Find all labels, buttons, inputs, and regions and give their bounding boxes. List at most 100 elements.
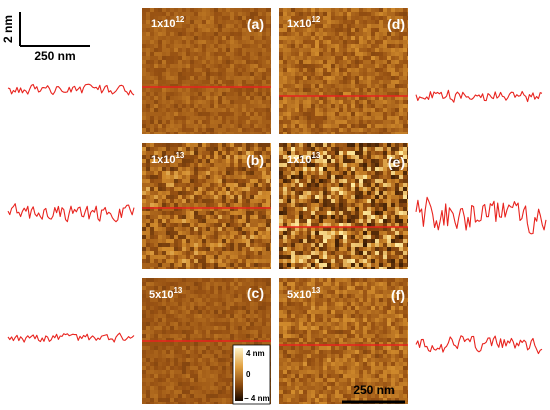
afm-pixel <box>250 294 254 298</box>
afm-pixel <box>194 374 198 378</box>
afm-pixel <box>190 159 194 163</box>
afm-pixel <box>190 219 194 223</box>
afm-pixel <box>182 378 186 382</box>
afm-pixel <box>250 306 254 310</box>
afm-pixel <box>242 32 246 36</box>
afm-pixel <box>279 60 283 64</box>
afm-pixel <box>343 159 347 163</box>
afm-pixel <box>379 40 383 44</box>
afm-pixel <box>395 167 399 171</box>
afm-pixel <box>254 342 258 346</box>
afm-pixel <box>194 207 198 211</box>
afm-pixel <box>258 334 262 338</box>
afm-pixel <box>162 191 166 195</box>
afm-pixel <box>250 28 254 32</box>
afm-pixel <box>202 175 206 179</box>
afm-pixel <box>202 390 206 394</box>
afm-pixel <box>202 36 206 40</box>
afm-pixel <box>303 76 307 80</box>
afm-pixel <box>379 195 383 199</box>
afm-pixel <box>162 100 166 104</box>
afm-pixel <box>226 60 230 64</box>
afm-pixel <box>371 76 375 80</box>
afm-pixel <box>226 24 230 28</box>
afm-pixel <box>210 16 214 20</box>
afm-pixel <box>327 171 331 175</box>
afm-pixel <box>186 354 190 358</box>
scale-bar-top-left: 2 nm 250 nm <box>1 12 90 63</box>
afm-pixel <box>399 96 403 100</box>
afm-pixel <box>287 92 291 96</box>
afm-pixel <box>367 112 371 116</box>
afm-pixel <box>242 48 246 52</box>
afm-pixel <box>150 128 154 132</box>
afm-pixel <box>395 16 399 20</box>
afm-pixel <box>347 215 351 219</box>
afm-pixel <box>351 96 355 100</box>
afm-pixel <box>387 36 391 40</box>
afm-pixel <box>166 278 170 282</box>
afm-pixel <box>222 243 226 247</box>
afm-pixel <box>387 171 391 175</box>
afm-pixel <box>367 151 371 155</box>
afm-pixel <box>407 183 408 187</box>
afm-pixel <box>170 386 174 390</box>
afm-pixel <box>335 231 339 235</box>
afm-pixel <box>250 255 254 259</box>
afm-pixel <box>347 183 351 187</box>
afm-pixel <box>351 32 355 36</box>
afm-pixel <box>403 32 407 36</box>
afm-pixel <box>407 159 408 163</box>
afm-pixel <box>214 247 218 251</box>
afm-pixel <box>363 40 367 44</box>
afm-pixel <box>359 195 363 199</box>
afm-pixel <box>359 124 363 128</box>
afm-pixel <box>339 96 343 100</box>
afm-pixel <box>142 108 146 112</box>
afm-pixel <box>226 163 230 167</box>
afm-pixel <box>222 64 226 68</box>
afm-pixel <box>258 32 262 36</box>
afm-pixel <box>250 132 254 134</box>
afm-pixel <box>287 52 291 56</box>
afm-pixel <box>311 32 315 36</box>
afm-pixel <box>178 116 182 120</box>
afm-pixel <box>158 60 162 64</box>
afm-pixel <box>383 219 387 223</box>
afm-pixel <box>230 120 234 124</box>
afm-pixel <box>194 398 198 402</box>
afm-pixel <box>371 151 375 155</box>
afm-pixel <box>162 207 166 211</box>
afm-pixel <box>142 56 146 60</box>
afm-pixel <box>343 207 347 211</box>
afm-pixel <box>391 72 395 76</box>
afm-pixel <box>194 402 198 404</box>
afm-pixel <box>230 116 234 120</box>
afm-pixel <box>186 179 190 183</box>
afm-pixel <box>375 68 379 72</box>
afm-pixel <box>210 231 214 235</box>
afm-pixel <box>250 251 254 255</box>
afm-pixel <box>291 52 295 56</box>
afm-pixel <box>287 132 291 134</box>
afm-pixel <box>214 104 218 108</box>
afm-pixel <box>218 342 222 346</box>
afm-pixel <box>194 16 198 20</box>
afm-pixel <box>391 128 395 132</box>
afm-pixel <box>287 76 291 80</box>
afm-pixel <box>375 20 379 24</box>
afm-pixel <box>186 326 190 330</box>
afm-pixel <box>230 175 234 179</box>
afm-pixel <box>210 267 214 269</box>
afm-pixel <box>230 52 234 56</box>
afm-pixel <box>266 223 270 227</box>
afm-pixel <box>339 80 343 84</box>
afm-pixel <box>355 32 359 36</box>
afm-pixel <box>230 183 234 187</box>
afm-pixel <box>142 282 146 286</box>
afm-pixel <box>234 191 238 195</box>
afm-pixel <box>178 171 182 175</box>
afm-pixel <box>335 100 339 104</box>
afm-pixel <box>295 151 299 155</box>
afm-pixel <box>262 318 266 322</box>
